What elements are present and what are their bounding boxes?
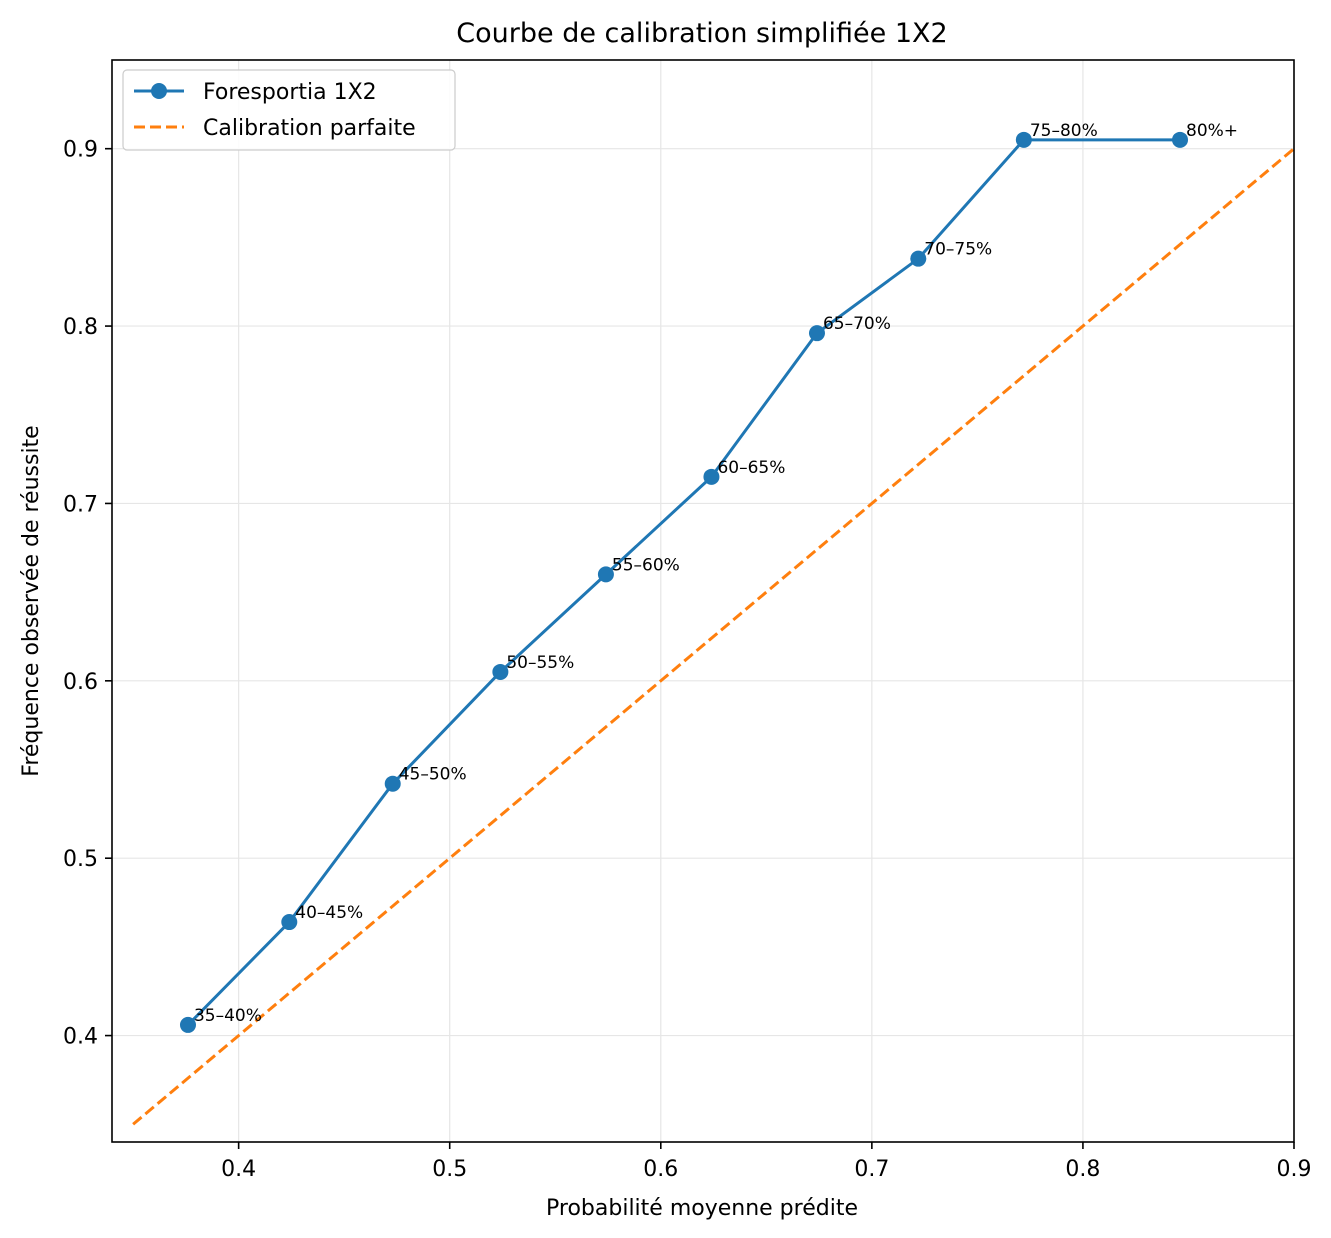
chart-title: Courbe de calibration simplifiée 1X2 (456, 18, 947, 49)
data-point (492, 663, 509, 680)
x-tick-label: 0.4 (221, 1157, 256, 1182)
y-tick-label: 0.7 (63, 492, 98, 517)
data-label: 40–45% (295, 903, 363, 923)
data-label: 60–65% (717, 458, 785, 478)
legend-box (122, 69, 456, 151)
data-point (1015, 131, 1032, 148)
data-label: 75–80% (1030, 121, 1098, 141)
plot-frame (111, 59, 1295, 1143)
y-tick-label: 0.6 (63, 670, 98, 695)
data-label: 45–50% (399, 765, 467, 785)
data-point (597, 566, 614, 583)
x-tick-label: 0.6 (643, 1157, 678, 1182)
foresportia-series-line (186, 138, 1181, 1026)
perfect-calibration-line (132, 147, 1295, 1126)
y-tick-label: 0.8 (63, 315, 98, 340)
data-point (179, 1016, 196, 1033)
y-axis-label: Fréquence observée de réussite (19, 425, 44, 776)
data-point (910, 250, 927, 267)
y-tick-label: 0.4 (63, 1025, 98, 1050)
series-layer: 35–40% 40–45% 45–50% 50–55% 55–60% 60–65% 65–7… (132, 121, 1295, 1126)
data-label: 80%+ (1186, 121, 1238, 141)
data-point (808, 325, 825, 342)
legend: Foresportia 1X2 Calibration parfaite (122, 69, 456, 151)
legend-label-perfect: Calibration parfaite (203, 116, 416, 141)
x-tick-label: 0.8 (1065, 1157, 1100, 1182)
data-point (1172, 131, 1189, 148)
data-label: 70–75% (924, 240, 992, 260)
data-label: 50–55% (506, 653, 574, 673)
legend-label-foresportia: Foresportia 1X2 (203, 80, 377, 105)
grid-lines (112, 60, 1295, 1142)
data-label: 65–70% (823, 314, 891, 334)
x-axis-label: Probabilité moyenne prédite (546, 1196, 858, 1221)
x-tick-label: 0.5 (432, 1157, 467, 1182)
legend-marker-foresportia (151, 83, 167, 99)
axis-ticks: 0.4 0.5 0.6 0.7 0.8 0.9 0.4 0.5 0.6 0.7 0.8 0.9 (63, 138, 1312, 1182)
x-tick-label: 0.9 (1277, 1157, 1312, 1182)
data-point (384, 775, 401, 792)
data-label: 55–60% (612, 555, 680, 575)
data-point (281, 914, 298, 931)
y-tick-label: 0.9 (63, 138, 98, 163)
data-label: 35–40% (194, 1006, 262, 1026)
x-tick-label: 0.7 (854, 1157, 889, 1182)
y-tick-label: 0.5 (63, 847, 98, 872)
data-point (703, 468, 720, 485)
